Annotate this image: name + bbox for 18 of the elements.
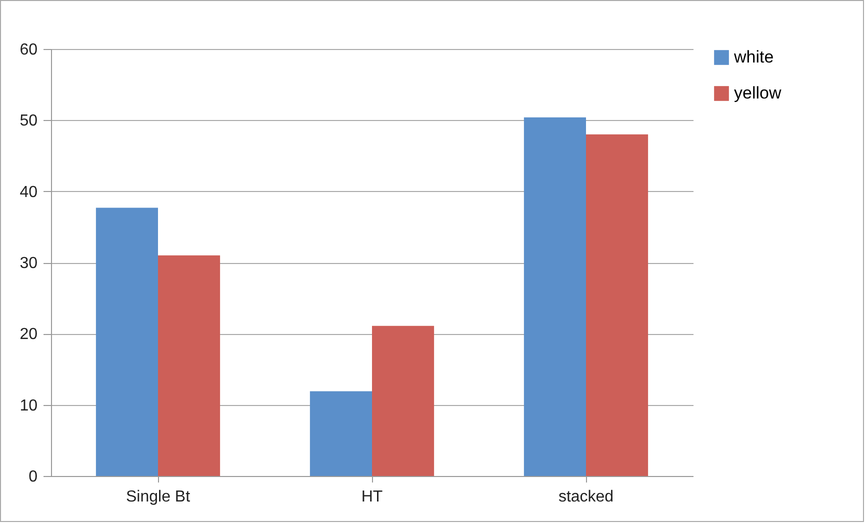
y-tick-label: 30	[20, 255, 38, 272]
y-tick-label: 20	[20, 326, 38, 344]
bar	[586, 134, 648, 476]
x-tick-label: HT	[361, 488, 383, 506]
y-tick-label: 40	[20, 184, 38, 201]
legend-label: yellow	[734, 84, 782, 102]
x-tick-label: stacked	[558, 488, 614, 506]
y-tick-label: 10	[20, 397, 38, 414]
x-tick-label: Single Bt	[126, 488, 191, 506]
bar	[524, 117, 586, 476]
y-tick-label: 60	[20, 42, 38, 58]
bar	[310, 391, 372, 476]
bar	[96, 208, 158, 476]
bar	[372, 326, 434, 476]
y-tick-label: 0	[28, 468, 38, 486]
y-tick-label: 50	[20, 112, 38, 130]
legend-label: white	[733, 48, 774, 66]
bar	[158, 255, 220, 476]
